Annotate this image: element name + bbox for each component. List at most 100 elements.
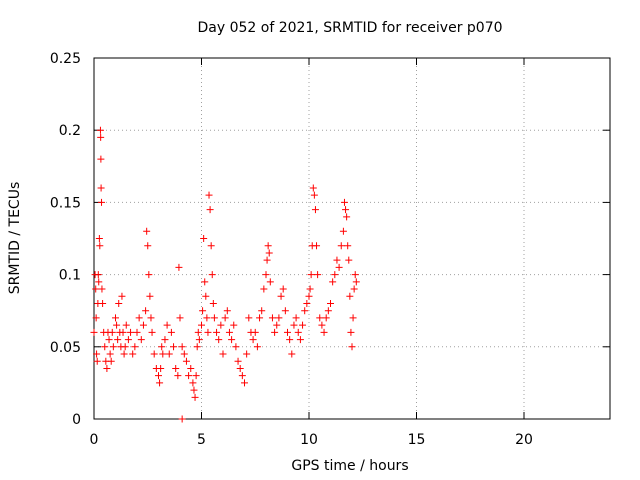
data-point bbox=[133, 328, 141, 336]
data-point bbox=[161, 336, 169, 344]
data-point bbox=[193, 343, 201, 351]
data-point bbox=[202, 292, 210, 300]
axis-ticks: 0 0.05 0.1 0.15 0.2 0.25 0 5 10 15 20 bbox=[50, 51, 610, 448]
data-point bbox=[97, 133, 105, 141]
data-point bbox=[327, 299, 334, 307]
data-point bbox=[305, 292, 313, 300]
data-point bbox=[245, 314, 253, 322]
data-point bbox=[277, 292, 285, 300]
data-point bbox=[208, 271, 216, 279]
data-point bbox=[158, 343, 166, 351]
data-point bbox=[156, 379, 164, 387]
data-point bbox=[352, 278, 360, 286]
x-tick-label: 5 bbox=[197, 432, 206, 448]
data-point bbox=[204, 328, 212, 336]
data-point bbox=[119, 328, 127, 336]
data-point bbox=[347, 328, 355, 336]
data-point bbox=[232, 343, 240, 351]
data-point bbox=[142, 307, 150, 315]
data-point bbox=[137, 336, 145, 344]
data-point bbox=[271, 328, 279, 336]
data-point bbox=[135, 314, 143, 322]
x-tick-label: 20 bbox=[515, 432, 533, 448]
data-point bbox=[331, 271, 339, 279]
data-point bbox=[351, 271, 359, 279]
data-point bbox=[225, 328, 233, 336]
data-point bbox=[241, 379, 248, 387]
data-point bbox=[146, 292, 154, 300]
data-point bbox=[165, 350, 173, 358]
x-tick-label: 15 bbox=[408, 432, 426, 448]
data-point bbox=[286, 336, 294, 344]
data-point bbox=[296, 336, 304, 344]
data-point bbox=[96, 126, 104, 134]
data-point bbox=[253, 343, 261, 351]
data-point bbox=[273, 321, 281, 329]
data-point bbox=[230, 321, 238, 329]
data-point bbox=[114, 336, 122, 344]
data-point bbox=[95, 278, 103, 286]
data-point bbox=[209, 299, 217, 307]
data-point bbox=[318, 321, 326, 329]
data-point bbox=[310, 191, 318, 199]
data-point bbox=[176, 314, 184, 322]
y-tick-label: 0.1 bbox=[59, 268, 81, 284]
data-point bbox=[219, 350, 227, 358]
data-point bbox=[191, 393, 199, 401]
data-point bbox=[97, 155, 105, 163]
data-point bbox=[249, 336, 257, 344]
data-point bbox=[221, 314, 229, 322]
data-point bbox=[107, 357, 115, 365]
data-point bbox=[349, 314, 357, 322]
data-point bbox=[201, 278, 209, 286]
data-point bbox=[182, 357, 190, 365]
data-point bbox=[217, 321, 225, 329]
data-point bbox=[185, 372, 193, 380]
data-point bbox=[131, 343, 139, 351]
data-point bbox=[311, 206, 319, 214]
data-point bbox=[189, 379, 197, 387]
data-point bbox=[345, 256, 353, 264]
data-point bbox=[324, 307, 332, 315]
data-point bbox=[322, 314, 330, 322]
data-point bbox=[157, 364, 165, 372]
data-point bbox=[301, 307, 309, 315]
data-point bbox=[97, 184, 105, 192]
data-point bbox=[309, 184, 317, 192]
data-point bbox=[320, 328, 328, 336]
data-point bbox=[342, 206, 350, 214]
data-point bbox=[92, 285, 100, 293]
chart-title: Day 052 of 2021, SRMTID for receiver p07… bbox=[197, 20, 502, 36]
data-point bbox=[258, 307, 266, 315]
data-point bbox=[238, 372, 246, 380]
data-point bbox=[275, 314, 283, 322]
grid-lines bbox=[94, 58, 610, 419]
data-point bbox=[113, 321, 121, 329]
data-point bbox=[90, 328, 98, 336]
data-point bbox=[299, 321, 307, 329]
y-tick-label: 0 bbox=[72, 412, 81, 428]
data-point bbox=[223, 307, 231, 315]
data-point bbox=[143, 227, 151, 235]
y-tick-label: 0.05 bbox=[50, 340, 81, 356]
data-point bbox=[284, 328, 291, 336]
data-point bbox=[93, 350, 101, 358]
data-point bbox=[339, 227, 347, 235]
data-point bbox=[215, 336, 223, 344]
data-point bbox=[306, 285, 314, 293]
y-tick-label: 0.2 bbox=[59, 123, 81, 139]
data-point bbox=[213, 328, 221, 336]
data-point bbox=[333, 256, 341, 264]
data-point bbox=[265, 249, 273, 257]
data-point bbox=[170, 343, 178, 351]
data-point bbox=[155, 372, 162, 380]
x-tick-label: 0 bbox=[90, 432, 99, 448]
data-point bbox=[105, 336, 113, 344]
data-point bbox=[262, 271, 270, 279]
data-point bbox=[124, 336, 132, 344]
data-point bbox=[314, 271, 322, 279]
data-point bbox=[148, 328, 156, 336]
data-point bbox=[348, 343, 356, 351]
data-point bbox=[99, 299, 107, 307]
